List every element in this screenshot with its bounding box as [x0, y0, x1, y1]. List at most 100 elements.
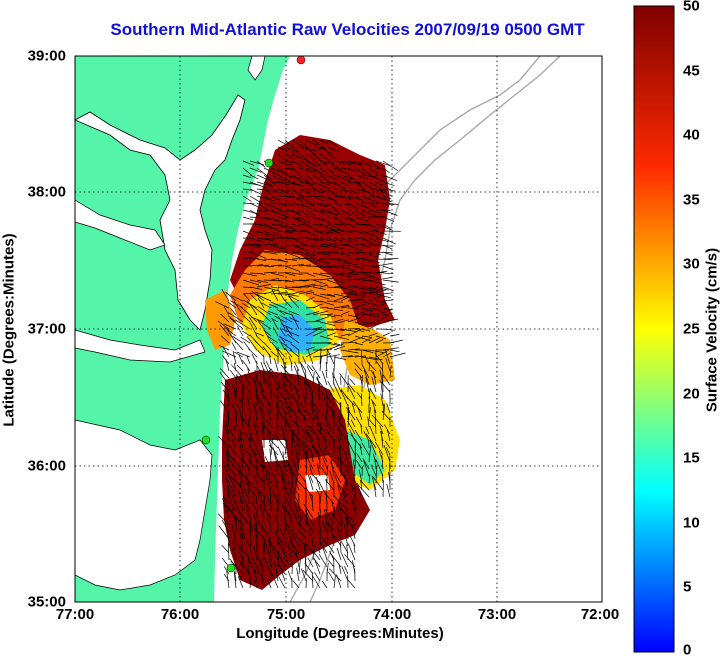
- velocity-vector: [305, 160, 318, 167]
- velocity-vector: [233, 300, 244, 316]
- velocity-vector: [382, 251, 393, 256]
- velocity-vector: [263, 271, 277, 274]
- velocity-vector: [350, 419, 356, 428]
- velocity-vector: [229, 490, 237, 505]
- velocity-vector: [263, 279, 282, 282]
- velocity-vector: [333, 345, 346, 351]
- velocity-vector: [312, 265, 323, 268]
- velocity-vector: [249, 432, 251, 449]
- velocity-vector: [312, 575, 321, 589]
- velocity-vector: [292, 549, 300, 561]
- velocity-vector: [231, 439, 237, 449]
- velocity-vector: [312, 251, 330, 256]
- velocity-vector: [268, 369, 279, 386]
- velocity-vector: [361, 279, 371, 282]
- velocity-vector: [381, 472, 384, 484]
- velocity-vector: [265, 379, 272, 393]
- velocity-vector: [331, 513, 342, 526]
- velocity-vector: [333, 265, 352, 267]
- velocity-vector: [239, 531, 244, 547]
- velocity-vector: [347, 355, 359, 358]
- velocity-vector: [285, 405, 293, 421]
- velocity-vector: [287, 396, 293, 407]
- velocity-vector: [235, 516, 238, 533]
- james-river: [75, 329, 206, 363]
- velocity-vector: [251, 353, 258, 365]
- velocity-vector: [359, 375, 363, 386]
- velocity-vector: [277, 551, 286, 568]
- velocity-vector: [225, 420, 230, 435]
- velocity-vector: [326, 146, 338, 152]
- velocity-vector: [347, 316, 363, 323]
- velocity-vector: [319, 328, 334, 331]
- velocity-vector: [365, 433, 377, 449]
- velocity-vector: [340, 541, 342, 554]
- velocity-vector: [309, 426, 321, 442]
- velocity-vector: [298, 558, 301, 575]
- velocity-vector: [269, 448, 272, 463]
- velocity-vector: [312, 202, 328, 207]
- velocity-vector: [249, 181, 268, 189]
- velocity-vector: [263, 237, 275, 241]
- velocity-vector: [263, 290, 276, 295]
- velocity-vector: [240, 457, 244, 470]
- velocity-vector: [263, 216, 281, 223]
- velocity-vector: [367, 361, 377, 372]
- velocity-vector: [350, 485, 356, 498]
- velocity-vector: [220, 313, 230, 323]
- velocity-vector: [255, 393, 265, 407]
- velocity-vector: [271, 547, 279, 561]
- velocity-vector: [319, 306, 329, 309]
- velocity-vector: [382, 258, 399, 260]
- velocity-vector: [321, 580, 328, 589]
- velocity-vector: [311, 365, 321, 379]
- velocity-vector: [361, 181, 375, 190]
- velocity-vector: [220, 400, 230, 414]
- velocity-vector: [239, 480, 244, 498]
- velocity-vector: [340, 265, 357, 273]
- velocity-vector: [319, 277, 334, 281]
- velocity-vector: [271, 573, 279, 589]
- velocity-vector: [295, 481, 300, 491]
- velocity-vector: [231, 295, 244, 302]
- velocity-vector: [368, 307, 383, 311]
- velocity-vector: [337, 484, 342, 498]
- velocity-vector: [279, 566, 286, 582]
- velocity-vector: [332, 372, 335, 386]
- velocity-vector: [277, 348, 286, 358]
- velocity-vector: [354, 216, 370, 222]
- velocity-vector: [277, 181, 290, 186]
- velocity-vector: [291, 279, 307, 282]
- velocity-vector: [304, 562, 314, 575]
- velocity-vector: [305, 181, 316, 190]
- velocity-vector: [299, 539, 307, 547]
- velocity-vector: [360, 393, 363, 407]
- velocity-vector: [319, 188, 328, 193]
- velocity-vector: [253, 522, 258, 540]
- velocity-vector: [385, 357, 391, 372]
- velocity-vector: [298, 195, 313, 205]
- velocity-vector: [337, 502, 342, 512]
- velocity-vector: [271, 289, 279, 302]
- velocity-vector: [347, 407, 350, 421]
- velocity-vector: [347, 258, 360, 261]
- velocity-vector: [312, 310, 329, 316]
- velocity-vector: [361, 258, 372, 262]
- velocity-vector: [374, 457, 377, 470]
- velocity-vector: [319, 237, 331, 242]
- velocity-vector: [263, 494, 266, 512]
- velocity-vector: [219, 324, 230, 337]
- velocity-vector: [333, 181, 346, 190]
- velocity-vector: [276, 462, 279, 477]
- velocity-vector: [312, 230, 329, 235]
- velocity-vector: [312, 293, 330, 300]
- velocity-vector: [288, 380, 293, 393]
- velocity-vector: [270, 277, 279, 281]
- velocity-vector: [242, 257, 252, 260]
- velocity-vector: [361, 313, 376, 316]
- velocity-vector: [221, 519, 230, 533]
- colorbar-tick: 25: [683, 320, 700, 338]
- velocity-vector: [340, 237, 354, 243]
- velocity-vector: [277, 380, 280, 393]
- velocity-vector: [236, 351, 251, 358]
